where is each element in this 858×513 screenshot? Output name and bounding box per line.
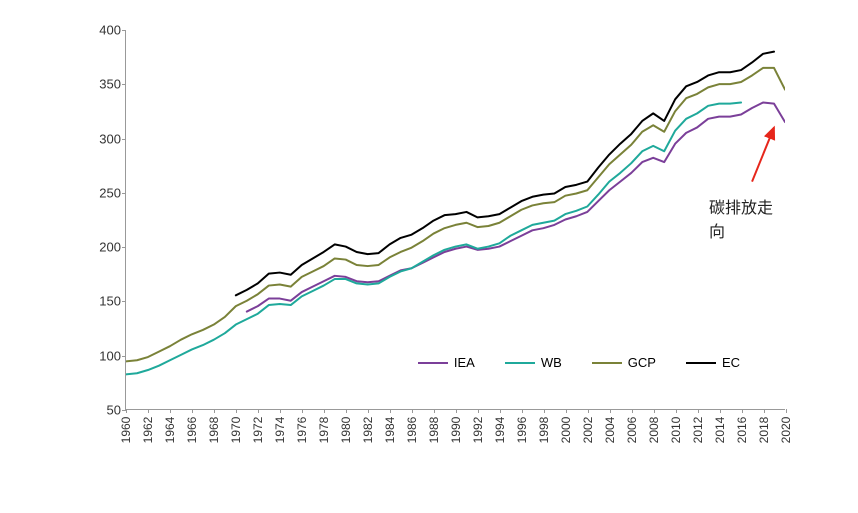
x-tick-label: 1974 bbox=[273, 417, 287, 444]
x-tick-mark bbox=[236, 409, 237, 413]
x-tick-mark bbox=[324, 409, 325, 413]
x-tick-mark bbox=[742, 409, 743, 413]
x-tick-label: 1980 bbox=[339, 417, 353, 444]
legend-line-icon bbox=[505, 362, 535, 364]
y-tick-label: 350 bbox=[86, 77, 121, 92]
x-tick-label: 1968 bbox=[207, 417, 221, 444]
legend-label: IEA bbox=[454, 355, 475, 370]
annotation-arrow-line bbox=[752, 127, 774, 181]
x-tick-label: 2018 bbox=[757, 417, 771, 444]
legend-label: EC bbox=[722, 355, 740, 370]
x-tick-mark bbox=[720, 409, 721, 413]
x-tick-mark bbox=[170, 409, 171, 413]
legend-item-gcp: GCP bbox=[592, 355, 656, 370]
x-tick-mark bbox=[566, 409, 567, 413]
y-tick-label: 300 bbox=[86, 131, 121, 146]
x-tick-mark bbox=[610, 409, 611, 413]
x-tick-label: 1984 bbox=[383, 417, 397, 444]
x-tick-mark bbox=[764, 409, 765, 413]
x-tick-label: 2008 bbox=[647, 417, 661, 444]
x-tick-label: 1978 bbox=[317, 417, 331, 444]
x-tick-mark bbox=[544, 409, 545, 413]
x-tick-label: 1972 bbox=[251, 417, 265, 444]
y-tick-label: 400 bbox=[86, 23, 121, 38]
x-tick-mark bbox=[368, 409, 369, 413]
annotation-label: 碳排放走向 bbox=[709, 194, 785, 242]
x-tick-mark bbox=[280, 409, 281, 413]
x-tick-label: 1962 bbox=[141, 417, 155, 444]
x-tick-mark bbox=[214, 409, 215, 413]
x-tick-mark bbox=[192, 409, 193, 413]
legend-item-wb: WB bbox=[505, 355, 562, 370]
x-tick-mark bbox=[676, 409, 677, 413]
legend-label: GCP bbox=[628, 355, 656, 370]
y-tick-label: 200 bbox=[86, 240, 121, 255]
x-tick-label: 1994 bbox=[493, 417, 507, 444]
x-tick-label: 1970 bbox=[229, 417, 243, 444]
plot-area: 50100150200250300350400 1960196219641966… bbox=[125, 30, 785, 410]
x-tick-label: 2002 bbox=[581, 417, 595, 444]
legend-line-icon bbox=[592, 362, 622, 364]
x-tick-label: 1964 bbox=[163, 417, 177, 444]
x-tick-label: 1960 bbox=[119, 417, 133, 444]
x-tick-mark bbox=[434, 409, 435, 413]
x-tick-mark bbox=[412, 409, 413, 413]
legend-line-icon bbox=[418, 362, 448, 364]
x-tick-mark bbox=[698, 409, 699, 413]
y-tick-label: 100 bbox=[86, 348, 121, 363]
x-tick-label: 1998 bbox=[537, 417, 551, 444]
x-tick-mark bbox=[258, 409, 259, 413]
x-tick-mark bbox=[522, 409, 523, 413]
x-tick-label: 2004 bbox=[603, 417, 617, 444]
legend: IEA WB GCP EC bbox=[418, 355, 740, 370]
x-tick-label: 1976 bbox=[295, 417, 309, 444]
legend-item-ec: EC bbox=[686, 355, 740, 370]
x-tick-mark bbox=[654, 409, 655, 413]
x-tick-label: 2020 bbox=[779, 417, 793, 444]
x-tick-mark bbox=[786, 409, 787, 413]
x-tick-mark bbox=[456, 409, 457, 413]
x-tick-label: 1982 bbox=[361, 417, 375, 444]
chart-container: 50 100 150 200 250 300 350 400 1960 1962 1964 1966… bbox=[80, 20, 800, 450]
x-tick-label: 2014 bbox=[713, 417, 727, 444]
y-tick-label: 150 bbox=[86, 294, 121, 309]
x-tick-mark bbox=[390, 409, 391, 413]
x-tick-label: 2006 bbox=[625, 417, 639, 444]
y-tick-label: 50 bbox=[86, 403, 121, 418]
x-tick-mark bbox=[478, 409, 479, 413]
x-tick-label: 1996 bbox=[515, 417, 529, 444]
x-tick-mark bbox=[148, 409, 149, 413]
x-tick-label: 1986 bbox=[405, 417, 419, 444]
legend-item-iea: IEA bbox=[418, 355, 475, 370]
x-tick-label: 2010 bbox=[669, 417, 683, 444]
x-tick-mark bbox=[500, 409, 501, 413]
x-tick-mark bbox=[588, 409, 589, 413]
x-tick-label: 1990 bbox=[449, 417, 463, 444]
x-tick-mark bbox=[632, 409, 633, 413]
y-tick-label: 250 bbox=[86, 185, 121, 200]
x-tick-label: 2000 bbox=[559, 417, 573, 444]
legend-label: WB bbox=[541, 355, 562, 370]
x-tick-mark bbox=[126, 409, 127, 413]
x-tick-label: 1966 bbox=[185, 417, 199, 444]
x-tick-mark bbox=[346, 409, 347, 413]
x-tick-mark bbox=[302, 409, 303, 413]
x-tick-label: 2016 bbox=[735, 417, 749, 444]
x-tick-label: 1992 bbox=[471, 417, 485, 444]
x-tick-label: 1988 bbox=[427, 417, 441, 444]
annotation-arrow bbox=[126, 30, 785, 409]
x-tick-label: 2012 bbox=[691, 417, 705, 444]
legend-line-icon bbox=[686, 362, 716, 364]
